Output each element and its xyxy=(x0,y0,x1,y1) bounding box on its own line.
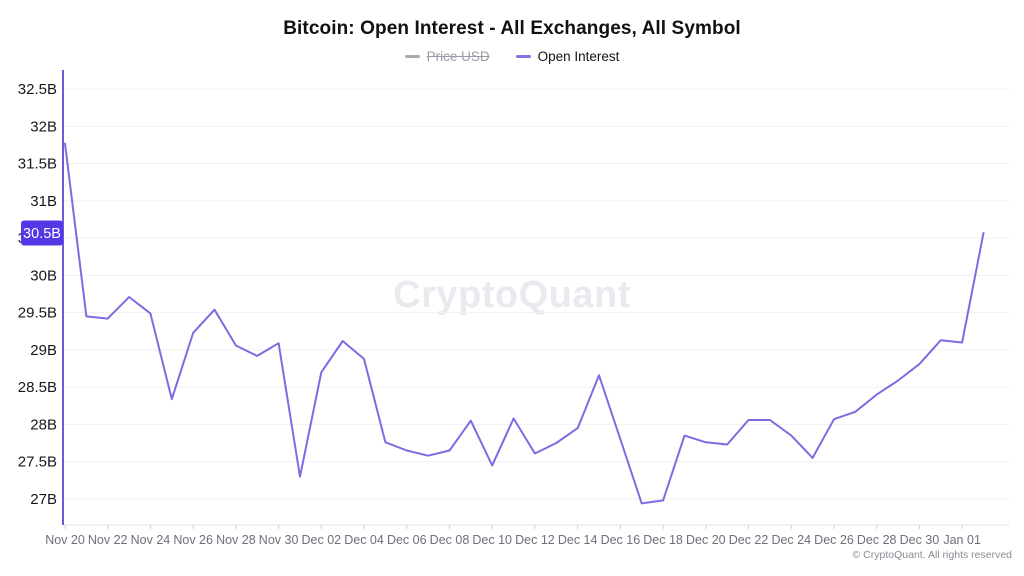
x-tick-label: Nov 22 xyxy=(88,533,128,547)
x-tick-label: Nov 24 xyxy=(131,533,171,547)
open-interest-swatch-icon xyxy=(515,55,531,58)
page-title: Bitcoin: Open Interest - All Exchanges, … xyxy=(283,18,741,39)
x-tick-label: Dec 28 xyxy=(857,533,897,547)
y-tick-label: 29B xyxy=(30,342,57,359)
y-tick-label: 32B xyxy=(30,118,57,135)
y-tick-label: 27.5B xyxy=(18,454,57,471)
legend-label-open-interest: Open Interest xyxy=(537,49,620,64)
x-tick-label: Dec 22 xyxy=(729,533,769,547)
last-value-badge xyxy=(21,220,63,246)
x-tick-label: Dec 10 xyxy=(472,533,512,547)
x-tick-label: Dec 24 xyxy=(771,533,811,547)
open-interest-series-line[interactable] xyxy=(64,142,985,505)
x-tick-label: Nov 28 xyxy=(216,533,256,547)
last-value-badge-label: 30.5B xyxy=(23,226,61,242)
y-tick-label: 28B xyxy=(30,416,57,433)
x-tick-label: Dec 26 xyxy=(814,533,854,547)
x-tick-label: Nov 26 xyxy=(173,533,213,547)
x-tick-label: Nov 30 xyxy=(259,533,299,547)
legend-label-price-usd: Price USD xyxy=(426,49,490,64)
x-tick-label: Dec 30 xyxy=(900,533,940,547)
x-tick-label: Jan 01 xyxy=(943,533,981,547)
x-tick-label: Dec 04 xyxy=(344,533,384,547)
chart-legend: Price USD Open Interest xyxy=(0,49,1024,64)
y-tick-label: 29.5B xyxy=(18,305,57,322)
x-tick-label: Dec 16 xyxy=(601,533,641,547)
y-tick-label: 28.5B xyxy=(18,379,57,396)
legend-item-price-usd[interactable]: Price USD xyxy=(404,49,490,64)
watermark: CryptoQuant xyxy=(393,274,631,316)
x-tick-label: Dec 08 xyxy=(430,533,470,547)
y-tick-label: 32.5B xyxy=(18,81,57,98)
x-tick-label: Dec 06 xyxy=(387,533,427,547)
y-tick-label: 30B xyxy=(30,267,57,284)
x-tick-label: Dec 02 xyxy=(302,533,342,547)
y-tick-label: 31.5B xyxy=(18,156,57,173)
legend-item-open-interest[interactable]: Open Interest xyxy=(515,49,620,64)
y-tick-label: 27B xyxy=(30,491,57,508)
x-tick-label: Dec 20 xyxy=(686,533,726,547)
x-tick-label: Nov 20 xyxy=(45,533,85,547)
y-tick-label: 31B xyxy=(30,193,57,210)
x-tick-label: Dec 14 xyxy=(558,533,598,547)
copyright: © CryptoQuant. All rights reserved xyxy=(852,549,1012,561)
x-tick-label: Dec 12 xyxy=(515,533,555,547)
x-tick-label: Dec 18 xyxy=(643,533,683,547)
price-usd-swatch-icon xyxy=(404,55,420,58)
